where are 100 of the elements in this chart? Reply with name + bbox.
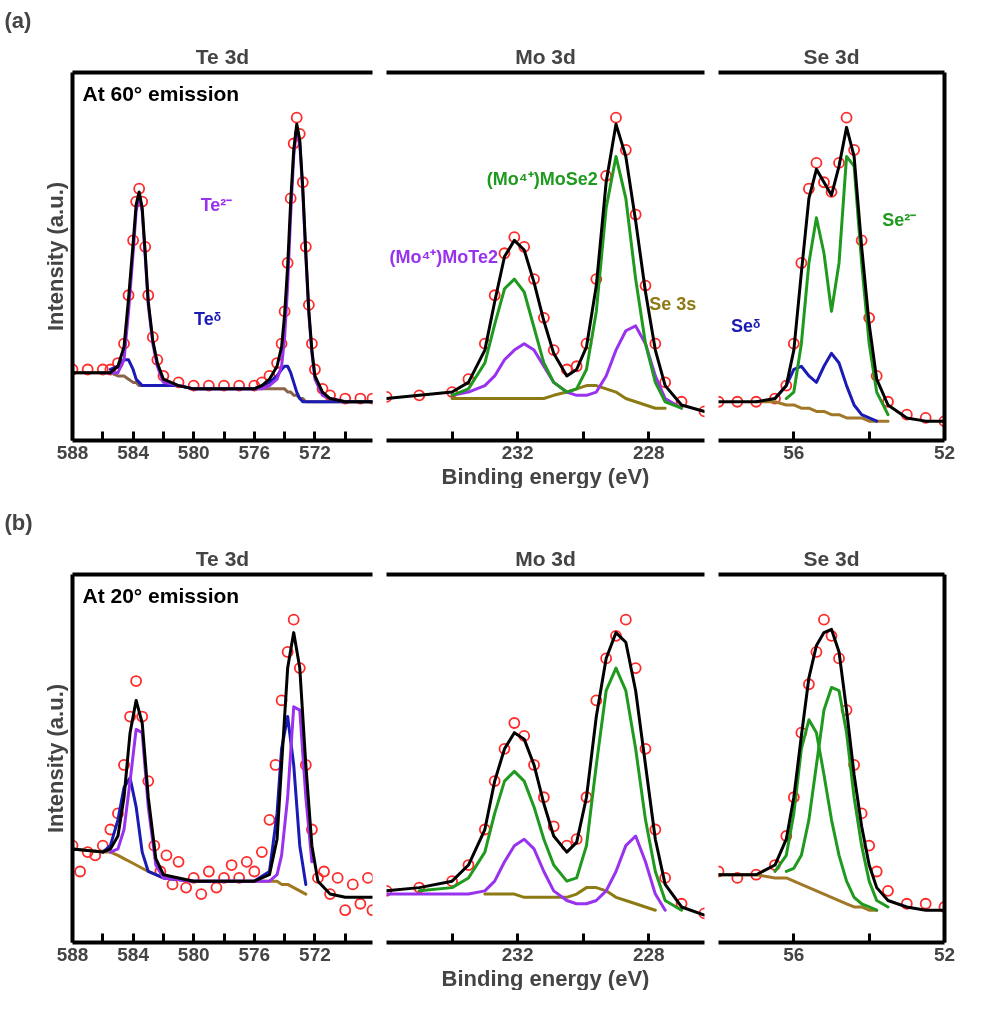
annotation: Se²⁻ [882, 209, 917, 230]
point [187, 872, 200, 884]
point [124, 710, 136, 723]
point [508, 717, 521, 729]
point [610, 629, 622, 642]
x-tick-label: 572 [299, 441, 331, 463]
point [146, 331, 159, 344]
point [218, 379, 230, 392]
point [281, 257, 294, 269]
point [810, 157, 823, 169]
point [528, 273, 540, 285]
point [339, 392, 352, 405]
point [787, 337, 800, 350]
point [142, 289, 155, 302]
point [296, 176, 309, 189]
point [769, 392, 781, 405]
point [870, 370, 883, 382]
x-axis-title: Binding energy (eV) [441, 965, 650, 991]
point [240, 855, 253, 868]
x-tick-label: 584 [117, 943, 150, 965]
point [639, 279, 652, 292]
y-axis-title: Intensity (a.u.) [42, 181, 68, 332]
chart-title: Mo 3d [515, 44, 576, 68]
x-tick-label: 56 [783, 943, 805, 965]
point [299, 759, 312, 771]
x-tick-label: 576 [238, 943, 271, 965]
chart-title: Te 3d [195, 44, 250, 68]
x-tick-label: 232 [501, 943, 534, 965]
point [122, 289, 135, 302]
x-tick-label: 572 [299, 943, 331, 965]
point [863, 839, 876, 852]
point [218, 872, 230, 884]
annotation: (Mo⁴⁺)MoSe2 [486, 169, 598, 190]
point [537, 311, 550, 324]
x-tick-label: 576 [238, 441, 271, 463]
point [136, 710, 149, 723]
point [148, 839, 161, 852]
point [478, 823, 491, 836]
point [81, 846, 94, 858]
point [848, 144, 860, 156]
point [649, 337, 662, 350]
point [731, 872, 744, 884]
point [142, 775, 155, 787]
point [354, 392, 367, 405]
point [629, 208, 642, 221]
point [769, 859, 781, 871]
point [180, 881, 193, 894]
point [362, 872, 373, 884]
point [195, 888, 208, 900]
point [787, 791, 800, 804]
point [818, 613, 830, 626]
point [263, 813, 276, 826]
point [547, 344, 560, 356]
point [570, 360, 583, 373]
y-axis-title: Intensity (a.u.) [42, 683, 68, 834]
point [590, 694, 603, 707]
point [255, 846, 268, 858]
point [619, 613, 632, 626]
point [339, 904, 352, 917]
point [305, 337, 318, 350]
point [600, 652, 613, 665]
point [118, 337, 130, 350]
point [413, 389, 426, 402]
point [825, 629, 838, 642]
point [833, 652, 845, 665]
point [863, 311, 876, 324]
point [919, 412, 932, 424]
annotation: (Mo⁴⁺)MoTe2 [389, 246, 499, 267]
x-tick-label: 584 [117, 441, 150, 463]
point [446, 875, 458, 888]
point [157, 370, 170, 382]
point [610, 111, 622, 124]
text: At 20° emission [82, 583, 240, 607]
x-tick-label: 52 [933, 441, 956, 463]
point [919, 897, 932, 910]
point [324, 888, 336, 900]
point [118, 759, 130, 771]
point [528, 759, 540, 771]
point [855, 234, 868, 247]
x-tick-label: 588 [56, 441, 89, 463]
point [818, 176, 830, 189]
chart-title: Se 3d [803, 546, 860, 570]
point [518, 730, 531, 742]
point [488, 289, 501, 302]
point [318, 865, 330, 878]
point [248, 379, 261, 392]
point [302, 299, 315, 311]
point [803, 182, 815, 195]
point [346, 878, 359, 891]
annotation: Se 3s [649, 294, 697, 315]
point [187, 379, 200, 392]
point [248, 865, 261, 878]
point [833, 157, 845, 169]
point [882, 884, 894, 897]
point [731, 395, 744, 408]
point [900, 408, 913, 421]
point [659, 872, 672, 884]
point [803, 678, 815, 691]
x-tick-label: 228 [632, 441, 665, 463]
point [900, 897, 913, 910]
